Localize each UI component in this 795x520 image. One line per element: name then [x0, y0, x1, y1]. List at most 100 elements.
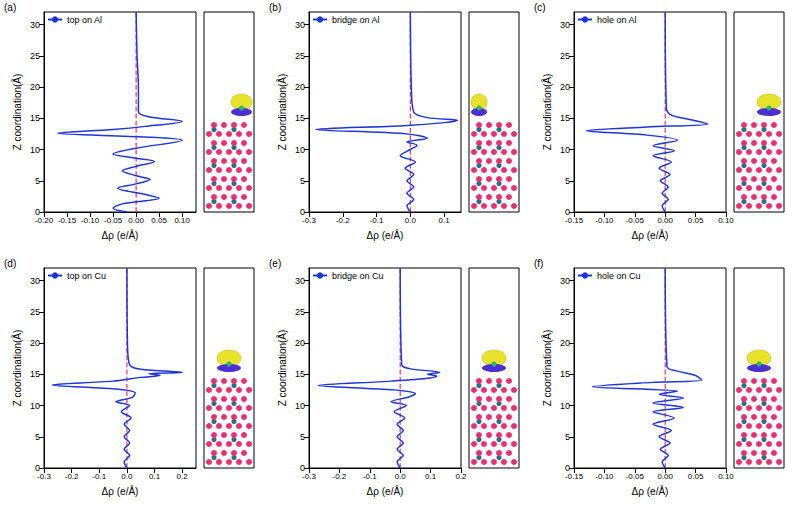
svg-text:10: 10: [30, 145, 40, 155]
svg-text:-0.05: -0.05: [626, 216, 645, 225]
svg-text:25: 25: [295, 307, 305, 317]
svg-text:-0.05: -0.05: [626, 472, 645, 481]
svg-text:Δρ (e/Å): Δρ (e/Å): [632, 485, 669, 497]
svg-text:0: 0: [300, 207, 305, 217]
svg-text:25: 25: [30, 51, 40, 61]
svg-text:Δρ (e/Å): Δρ (e/Å): [102, 229, 139, 241]
svg-text:hole on Al: hole on Al: [597, 15, 637, 25]
svg-text:-0.1: -0.1: [363, 472, 377, 481]
svg-text:(c): (c): [534, 2, 546, 13]
svg-text:25: 25: [560, 51, 570, 61]
svg-text:15: 15: [560, 113, 570, 123]
svg-text:(f): (f): [534, 258, 543, 269]
svg-text:20: 20: [295, 338, 305, 348]
svg-text:-0.3: -0.3: [302, 472, 316, 481]
svg-text:30: 30: [30, 20, 40, 30]
svg-text:10: 10: [560, 145, 570, 155]
svg-text:-0.10: -0.10: [81, 216, 100, 225]
svg-text:10: 10: [295, 401, 305, 411]
svg-text:bridge on Al: bridge on Al: [332, 15, 380, 25]
svg-text:0.1: 0.1: [425, 472, 437, 481]
svg-text:0.00: 0.00: [657, 216, 673, 225]
svg-text:(e): (e): [269, 258, 281, 269]
svg-text:(d): (d): [4, 258, 16, 269]
svg-text:5: 5: [300, 176, 305, 186]
svg-text:0.0: 0.0: [405, 216, 417, 225]
svg-text:30: 30: [560, 20, 570, 30]
svg-text:15: 15: [295, 369, 305, 379]
svg-text:-0.10: -0.10: [595, 216, 614, 225]
svg-text:0.1: 0.1: [439, 216, 451, 225]
svg-text:-0.2: -0.2: [65, 472, 79, 481]
svg-text:-0.15: -0.15: [565, 216, 584, 225]
svg-text:0.05: 0.05: [688, 472, 704, 481]
svg-text:Z coordination(Å): Z coordination(Å): [276, 74, 288, 151]
svg-text:0.2: 0.2: [455, 472, 467, 481]
svg-text:30: 30: [560, 276, 570, 286]
svg-text:20: 20: [30, 82, 40, 92]
svg-text:-0.1: -0.1: [92, 472, 106, 481]
svg-text:hole on Cu: hole on Cu: [597, 271, 641, 281]
svg-text:Z coordination(Å): Z coordination(Å): [11, 74, 23, 151]
svg-text:(a): (a): [4, 2, 16, 13]
svg-text:0: 0: [35, 207, 40, 217]
svg-text:20: 20: [560, 338, 570, 348]
svg-text:0.05: 0.05: [151, 216, 167, 225]
svg-text:-0.20: -0.20: [35, 216, 54, 225]
svg-text:-0.10: -0.10: [595, 472, 614, 481]
svg-text:15: 15: [30, 113, 40, 123]
svg-text:0.1: 0.1: [149, 472, 161, 481]
svg-text:top on Al: top on Al: [67, 15, 102, 25]
svg-text:10: 10: [295, 145, 305, 155]
svg-text:0.10: 0.10: [174, 216, 190, 225]
svg-text:-0.05: -0.05: [104, 216, 123, 225]
svg-text:0.2: 0.2: [177, 472, 189, 481]
svg-text:30: 30: [295, 20, 305, 30]
svg-text:0: 0: [35, 463, 40, 473]
svg-text:10: 10: [560, 401, 570, 411]
svg-text:0: 0: [565, 207, 570, 217]
svg-text:Z coordination(Å): Z coordination(Å): [541, 330, 553, 407]
svg-text:-0.15: -0.15: [58, 216, 77, 225]
svg-text:0.10: 0.10: [718, 216, 734, 225]
svg-text:Δρ (e/Å): Δρ (e/Å): [367, 485, 404, 497]
svg-text:30: 30: [30, 276, 40, 286]
svg-text:Δρ (e/Å): Δρ (e/Å): [632, 229, 669, 241]
svg-text:15: 15: [560, 369, 570, 379]
svg-text:25: 25: [295, 51, 305, 61]
svg-text:25: 25: [30, 307, 40, 317]
svg-text:-0.1: -0.1: [370, 216, 384, 225]
svg-text:-0.2: -0.2: [336, 216, 350, 225]
svg-text:Z coordination(Å): Z coordination(Å): [11, 330, 23, 407]
svg-text:Z coordination(Å): Z coordination(Å): [541, 74, 553, 151]
svg-text:30: 30: [295, 276, 305, 286]
svg-text:15: 15: [30, 369, 40, 379]
svg-text:0.00: 0.00: [128, 216, 144, 225]
svg-text:5: 5: [565, 432, 570, 442]
svg-text:-0.3: -0.3: [37, 472, 51, 481]
svg-text:25: 25: [560, 307, 570, 317]
svg-text:10: 10: [30, 401, 40, 411]
svg-text:Z coordination(Å): Z coordination(Å): [276, 330, 288, 407]
svg-text:5: 5: [35, 432, 40, 442]
svg-text:-0.3: -0.3: [302, 216, 316, 225]
svg-text:5: 5: [300, 432, 305, 442]
svg-text:top on Cu: top on Cu: [67, 271, 106, 281]
svg-text:0.10: 0.10: [718, 472, 734, 481]
svg-text:bridge on Cu: bridge on Cu: [332, 271, 384, 281]
svg-text:0.0: 0.0: [121, 472, 133, 481]
svg-text:Δρ (e/Å): Δρ (e/Å): [367, 229, 404, 241]
svg-text:5: 5: [35, 176, 40, 186]
svg-text:(b): (b): [269, 2, 281, 13]
svg-text:20: 20: [30, 338, 40, 348]
svg-text:-0.2: -0.2: [333, 472, 347, 481]
svg-text:Δρ (e/Å): Δρ (e/Å): [102, 485, 139, 497]
svg-text:15: 15: [295, 113, 305, 123]
svg-text:20: 20: [295, 82, 305, 92]
svg-text:-0.15: -0.15: [565, 472, 584, 481]
svg-text:0.05: 0.05: [688, 216, 704, 225]
svg-text:5: 5: [565, 176, 570, 186]
svg-text:0.00: 0.00: [657, 472, 673, 481]
svg-text:20: 20: [560, 82, 570, 92]
svg-text:0.0: 0.0: [395, 472, 407, 481]
